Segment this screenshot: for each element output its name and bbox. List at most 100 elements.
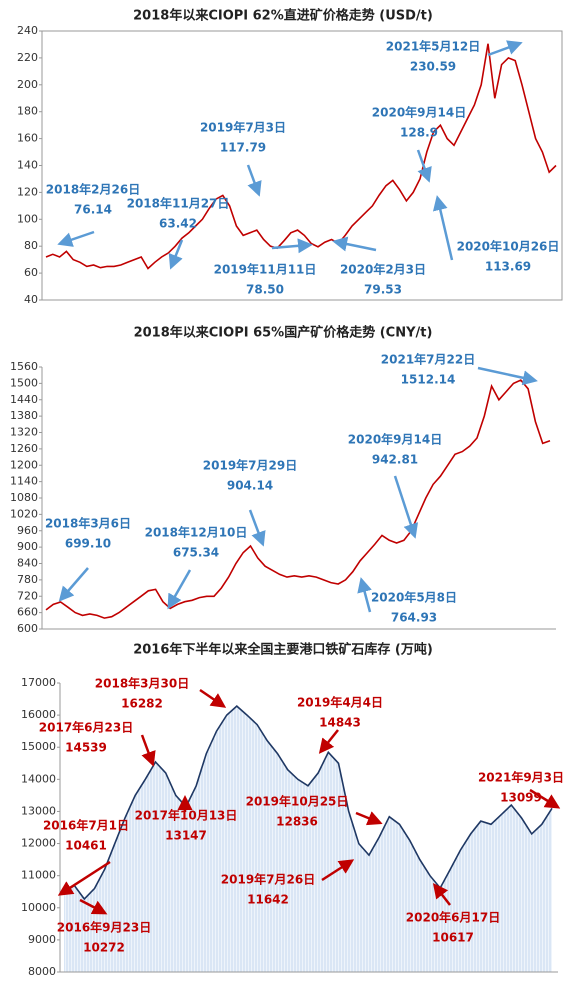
- annotation-date: 2019年10月25日: [246, 794, 349, 809]
- annotation-date: 2018年3月6日: [45, 516, 131, 531]
- annotation-date: 2018年12月10日: [145, 525, 248, 540]
- y-tick-label: 1320: [10, 426, 38, 439]
- y-tick-label: 15000: [21, 740, 56, 753]
- annotation-value: 14843: [319, 716, 361, 730]
- y-tick-label: 780: [17, 573, 38, 586]
- line: [63, 705, 553, 901]
- annotation-date: 2019年4月4日: [297, 695, 383, 710]
- y-tick-label: 120: [17, 185, 38, 198]
- annotation-value: 128.9: [400, 126, 438, 140]
- area: [64, 706, 552, 972]
- y-tick-label: 140: [17, 159, 38, 172]
- annotation-value: 113.69: [485, 260, 531, 274]
- annotation-arrow: [416, 149, 432, 183]
- y-tick-label: 60: [24, 266, 38, 279]
- y-tick-label: 960: [17, 524, 38, 537]
- annotation-value: 1512.14: [401, 373, 456, 387]
- annotation-date: 2016年9月23日: [57, 920, 151, 935]
- annotation-arrow: [199, 688, 227, 708]
- annotation-value: 63.42: [159, 217, 197, 231]
- annotation-arrow: [332, 236, 377, 252]
- annotation-value: 78.50: [246, 283, 284, 297]
- annotation-value: 13099: [500, 791, 542, 805]
- y-tick-label: 11000: [21, 869, 56, 882]
- y-tick-label: 1080: [10, 491, 38, 504]
- y-tick-label: 1140: [10, 475, 38, 488]
- annotation-arrow: [357, 577, 372, 613]
- annotation-date: 2020年2月3日: [340, 262, 426, 277]
- annotation-value: 675.34: [173, 546, 219, 560]
- annotation-arrow: [167, 569, 192, 610]
- annotation-value: 11642: [247, 893, 289, 907]
- y-tick-label: 9000: [28, 933, 56, 946]
- annotation-arrow: [58, 567, 89, 602]
- plot-frame: [41, 30, 563, 301]
- annotation-date: 2020年5月8日: [371, 590, 457, 605]
- annotation-arrow: [57, 230, 95, 247]
- annotation-value: 79.53: [364, 283, 402, 297]
- annotation-date: 2020年9月14日: [348, 432, 442, 447]
- annotation-date: 2016年7月1日: [43, 818, 129, 833]
- y-tick-label: 1200: [10, 458, 38, 471]
- annotation-value: 14539: [65, 741, 107, 755]
- annotation-value: 10272: [83, 941, 125, 955]
- y-tick-label: 10000: [21, 901, 56, 914]
- y-tick-label: 17000: [21, 676, 56, 689]
- annotation-date: 2019年11月11日: [214, 262, 317, 277]
- annotation-date: 2020年9月14日: [372, 105, 466, 120]
- y-tick-label: 1380: [10, 409, 38, 422]
- annotation-arrow: [355, 811, 383, 826]
- y-tick-label: 1020: [10, 507, 38, 520]
- annotation-value: 13147: [165, 829, 207, 843]
- annotation-arrow: [140, 734, 156, 767]
- y-tick-label: 900: [17, 540, 38, 553]
- annotation-date: 2018年2月26日: [46, 182, 140, 197]
- y-tick-label: 200: [17, 78, 38, 91]
- annotation-value: 12836: [276, 815, 318, 829]
- annotation-arrow: [318, 729, 339, 754]
- y-tick-label: 220: [17, 51, 38, 64]
- annotation-arrow: [168, 239, 184, 270]
- annotation-date: 2019年7月26日: [221, 872, 315, 887]
- y-tick-label: 180: [17, 105, 38, 118]
- annotation-date: 2017年10月13日: [135, 808, 238, 823]
- annotation-arrow: [248, 509, 266, 547]
- annotation-date: 2017年6月23日: [39, 720, 133, 735]
- y-tick-label: 13000: [21, 804, 56, 817]
- annotation-arrow: [477, 366, 538, 386]
- annotation-date: 2021年5月12日: [386, 39, 480, 54]
- annotation-arrow: [529, 788, 561, 809]
- y-tick-label: 80: [24, 239, 38, 252]
- y-tick-label: 240: [17, 24, 38, 37]
- annotation-date: 2019年7月3日: [200, 120, 286, 135]
- y-tick-label: 1500: [10, 376, 38, 389]
- line: [45, 43, 557, 270]
- annotation-value: 764.93: [391, 611, 437, 625]
- y-tick-label: 16000: [21, 708, 56, 721]
- annotation-value: 10617: [432, 931, 474, 945]
- y-tick-label: 720: [17, 589, 38, 602]
- y-tick-label: 14000: [21, 772, 56, 785]
- annotation-date: 2020年6月17日: [406, 910, 500, 925]
- annotation-value: 76.14: [74, 203, 112, 217]
- annotation-date: 2021年9月3日: [478, 770, 564, 785]
- y-tick-label: 600: [17, 622, 38, 635]
- annotation-arrow: [246, 164, 262, 197]
- y-tick-label: 1260: [10, 442, 38, 455]
- annotation-arrow: [432, 195, 454, 261]
- annotation-date: 2019年7月29日: [203, 458, 297, 473]
- annotation-value: 699.10: [65, 537, 111, 551]
- y-tick-label: 40: [24, 293, 38, 306]
- annotation-arrow: [321, 859, 355, 882]
- annotation-date: 2018年3月30日: [95, 676, 189, 691]
- annotation-arrow: [57, 860, 111, 896]
- line: [45, 379, 551, 619]
- chart-title: 2016年下半年以来全国主要港口铁矿石库存 (万吨): [133, 642, 433, 658]
- annotation-value: 230.59: [410, 60, 456, 74]
- y-tick-label: 1440: [10, 393, 38, 406]
- annotation-arrow: [271, 238, 313, 254]
- annotation-arrow: [487, 40, 523, 57]
- annotation-arrow: [432, 883, 451, 906]
- y-tick-label: 840: [17, 557, 38, 570]
